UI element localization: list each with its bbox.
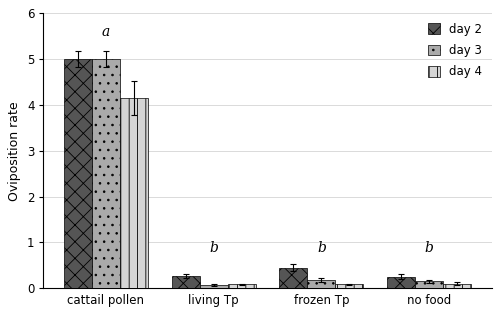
Bar <box>200 285 228 288</box>
Legend: day 2, day 3, day 4: day 2, day 3, day 4 <box>424 19 486 82</box>
Bar <box>387 277 415 288</box>
Bar <box>336 284 363 288</box>
Bar <box>444 284 471 288</box>
Bar <box>280 267 307 288</box>
Bar <box>415 281 444 288</box>
Bar <box>308 280 336 288</box>
Bar <box>172 276 200 288</box>
Text: b: b <box>209 241 218 255</box>
Bar <box>92 59 120 288</box>
Bar <box>228 284 256 288</box>
Bar <box>64 59 92 288</box>
Text: b: b <box>317 241 326 255</box>
Text: a: a <box>102 25 110 38</box>
Bar <box>120 98 148 288</box>
Text: b: b <box>425 241 434 255</box>
Y-axis label: Oviposition rate: Oviposition rate <box>8 101 22 201</box>
